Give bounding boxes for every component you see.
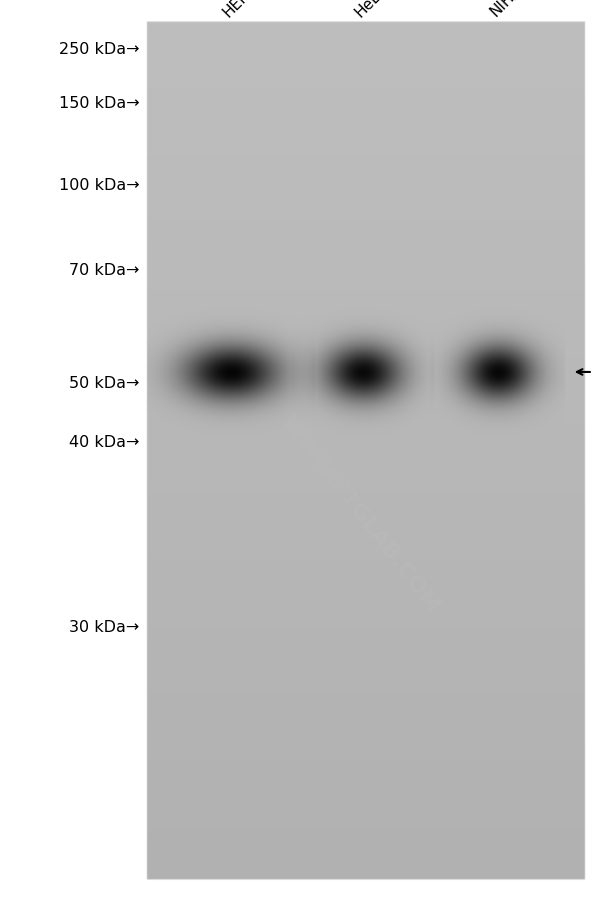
Text: 40 kDa→: 40 kDa→ xyxy=(69,435,139,449)
Text: 30 kDa→: 30 kDa→ xyxy=(69,620,139,634)
Text: NIH/3T3: NIH/3T3 xyxy=(487,0,541,20)
Text: WWW.PTGLAB.COM: WWW.PTGLAB.COM xyxy=(277,412,443,616)
Text: HEK-293T: HEK-293T xyxy=(220,0,283,20)
Text: 50 kDa→: 50 kDa→ xyxy=(69,376,139,391)
Text: 150 kDa→: 150 kDa→ xyxy=(59,97,139,111)
Text: HeLa: HeLa xyxy=(352,0,391,20)
Text: 70 kDa→: 70 kDa→ xyxy=(69,263,139,278)
Text: 100 kDa→: 100 kDa→ xyxy=(59,178,139,192)
Text: 250 kDa→: 250 kDa→ xyxy=(59,42,139,57)
